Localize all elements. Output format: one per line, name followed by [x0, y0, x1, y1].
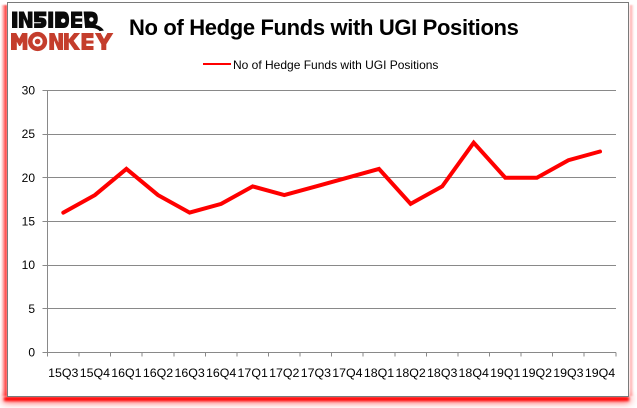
- svg-text:0: 0: [28, 346, 35, 360]
- svg-text:19Q4: 19Q4: [585, 366, 615, 380]
- svg-text:15Q4: 15Q4: [80, 366, 110, 380]
- svg-text:10: 10: [22, 258, 36, 272]
- svg-text:18Q4: 18Q4: [459, 366, 489, 380]
- svg-text:18Q1: 18Q1: [364, 366, 394, 380]
- svg-text:15Q3: 15Q3: [48, 366, 78, 380]
- svg-text:19Q2: 19Q2: [522, 366, 552, 380]
- svg-text:16Q2: 16Q2: [143, 366, 173, 380]
- svg-text:25: 25: [22, 127, 36, 141]
- svg-text:30: 30: [22, 84, 36, 98]
- svg-text:16Q3: 16Q3: [174, 366, 204, 380]
- svg-text:18Q3: 18Q3: [427, 366, 457, 380]
- svg-text:18Q2: 18Q2: [395, 366, 425, 380]
- svg-text:16Q4: 16Q4: [206, 366, 236, 380]
- svg-text:20: 20: [22, 171, 36, 185]
- svg-text:15: 15: [22, 215, 36, 229]
- svg-text:17Q2: 17Q2: [269, 366, 299, 380]
- svg-text:19Q3: 19Q3: [553, 366, 583, 380]
- svg-text:17Q1: 17Q1: [238, 366, 268, 380]
- svg-text:17Q3: 17Q3: [301, 366, 331, 380]
- svg-text:19Q1: 19Q1: [490, 366, 520, 380]
- svg-text:5: 5: [28, 302, 35, 316]
- svg-text:17Q4: 17Q4: [332, 366, 362, 380]
- svg-text:16Q1: 16Q1: [111, 366, 141, 380]
